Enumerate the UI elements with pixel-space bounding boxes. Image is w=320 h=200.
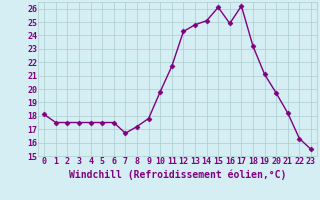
X-axis label: Windchill (Refroidissement éolien,°C): Windchill (Refroidissement éolien,°C) (69, 169, 286, 180)
